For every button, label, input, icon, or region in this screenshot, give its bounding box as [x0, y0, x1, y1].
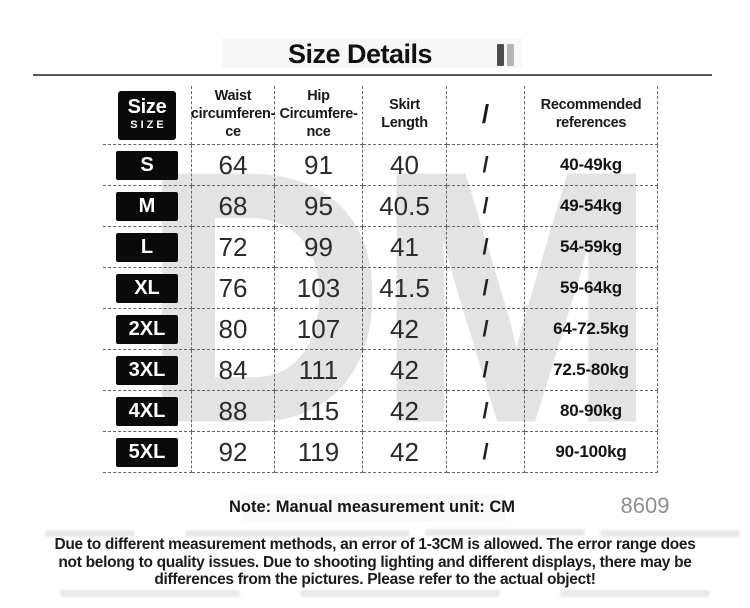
cell-size: 3XL	[103, 350, 192, 391]
header-cell-recommended: Recommended references	[525, 86, 658, 145]
cell-weight: 90-100kg	[525, 432, 658, 473]
header-cell-skirt-length: Skirt Length	[363, 86, 447, 145]
watermark-text: DM	[140, 99, 659, 494]
title-background	[222, 38, 522, 68]
size-badge: S	[116, 150, 178, 180]
size-badge: L	[116, 232, 178, 262]
faded-text-artifact	[300, 590, 500, 597]
cell-waist: 84	[192, 350, 275, 391]
faded-text-artifact	[45, 530, 135, 537]
cell-skirt: 41.5	[363, 268, 447, 309]
cell-hip: 103	[275, 268, 363, 309]
cell-size: 4XL	[103, 391, 192, 432]
cell-weight: 59-64kg	[525, 268, 658, 309]
cell-slash: /	[447, 268, 525, 309]
pause-bars-icon	[497, 44, 514, 66]
faded-text-artifact	[425, 529, 585, 536]
cell-hip: 111	[275, 350, 363, 391]
cell-waist: 88	[192, 391, 275, 432]
disclaimer-text: Due to different measurement methods, an…	[54, 536, 696, 588]
faded-text-artifact	[560, 590, 710, 597]
style-code: 8609	[620, 493, 670, 518]
cell-weight: 80-90kg	[525, 391, 658, 432]
cell-waist: 64	[192, 145, 275, 186]
cell-slash: /	[447, 309, 525, 350]
cell-skirt: 40.5	[363, 186, 447, 227]
header-cell-hip: Hip Circumfere- nce	[275, 86, 363, 145]
cell-skirt: 42	[363, 432, 447, 473]
cell-size: S	[103, 145, 192, 186]
cell-waist: 80	[192, 309, 275, 350]
cell-weight: 54-59kg	[525, 227, 658, 268]
cell-hip: 95	[275, 186, 363, 227]
cell-size: XL	[103, 268, 192, 309]
measurement-note: Note: Manual measurement unit: CM	[228, 498, 516, 516]
cell-waist: 92	[192, 432, 275, 473]
size-badge: 5XL	[116, 437, 178, 467]
cell-weight: 49-54kg	[525, 186, 658, 227]
cell-size: 2XL	[103, 309, 192, 350]
cell-skirt: 42	[363, 309, 447, 350]
size-badge: 3XL	[116, 355, 178, 385]
cell-weight: 64-72.5kg	[525, 309, 658, 350]
cell-waist: 76	[192, 268, 275, 309]
faded-text-artifact	[600, 530, 740, 537]
cell-skirt: 42	[363, 391, 447, 432]
cell-hip: 99	[275, 227, 363, 268]
cell-slash: /	[447, 350, 525, 391]
cell-hip: 115	[275, 391, 363, 432]
header-cell-waist: Waist circumferen- ce	[191, 86, 275, 145]
cell-slash: /	[447, 391, 525, 432]
title-underline	[33, 74, 712, 76]
faded-text-artifact	[60, 590, 240, 597]
cell-slash: /	[447, 145, 525, 186]
cell-hip: 91	[275, 145, 363, 186]
cell-weight: 40-49kg	[525, 145, 658, 186]
cell-waist: 68	[192, 186, 275, 227]
pause-bar-dark	[497, 44, 504, 66]
page-title: Size Details	[287, 39, 433, 69]
cell-skirt: 41	[363, 227, 447, 268]
faded-text-artifact	[185, 530, 410, 537]
cell-hip: 119	[275, 432, 363, 473]
size-table: Size SIZE Waist circumferen- ce Hip Circ…	[103, 86, 658, 473]
size-header-badge: Size SIZE	[118, 90, 176, 140]
cell-size: M	[103, 186, 192, 227]
header-cell-slash: /	[447, 86, 525, 145]
cell-weight: 72.5-80kg	[525, 350, 658, 391]
cell-waist: 72	[192, 227, 275, 268]
size-header-sub: SIZE	[130, 119, 167, 132]
cell-size: L	[103, 227, 192, 268]
cell-slash: /	[447, 432, 525, 473]
cell-skirt: 42	[363, 350, 447, 391]
cell-slash: /	[447, 186, 525, 227]
pause-bar-light	[507, 44, 514, 66]
size-header-main: Size	[127, 96, 167, 119]
cell-skirt: 40	[363, 145, 447, 186]
note-background	[243, 495, 505, 521]
size-badge: 2XL	[116, 314, 178, 344]
size-badge: XL	[116, 273, 178, 303]
cell-hip: 107	[275, 309, 363, 350]
cell-slash: /	[447, 227, 525, 268]
cell-size: 5XL	[103, 432, 192, 473]
size-badge: M	[116, 191, 178, 221]
size-badge: 4XL	[116, 396, 178, 426]
header-cell-size: Size SIZE	[103, 86, 192, 145]
